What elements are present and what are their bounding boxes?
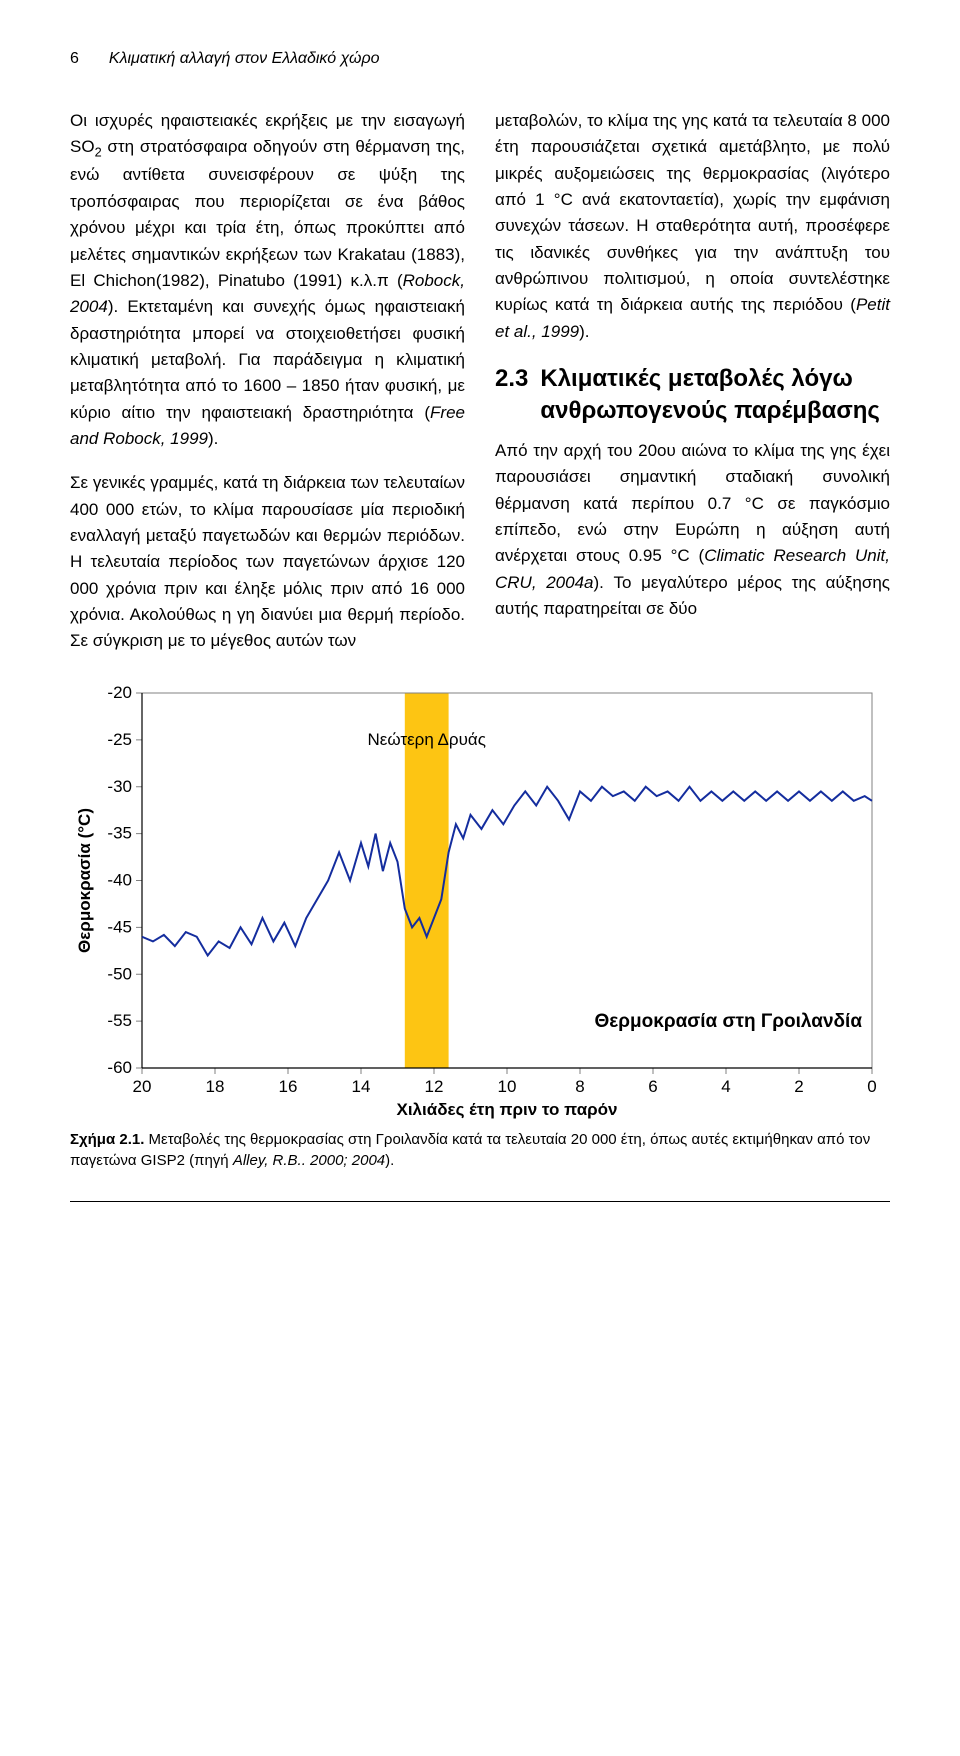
left-para-1: Οι ισχυρές ηφαιστειακές εκρήξεις με την … [70,108,465,452]
svg-text:Νεώτερη Δρυάς: Νεώτερη Δρυάς [367,730,485,749]
right-para-1: μεταβολών, το κλίμα της γης κατά τα τελε… [495,108,890,345]
svg-text:-20: -20 [107,683,132,702]
right-para-2: Από την αρχή του 20ου αιώνα το κλίμα της… [495,438,890,622]
svg-text:10: 10 [498,1077,517,1096]
svg-text:12: 12 [425,1077,444,1096]
svg-text:14: 14 [352,1077,371,1096]
svg-text:-30: -30 [107,776,132,795]
section-title: Κλιματικές μεταβολές λόγω ανθρωπογενούς … [540,363,890,428]
svg-text:-45: -45 [107,917,132,936]
figure-caption: Σχήμα 2.1. Μεταβολές της θερμοκρασίας στ… [70,1129,890,1171]
right-column: μεταβολών, το κλίμα της γης κατά τα τελε… [495,108,890,673]
svg-text:8: 8 [575,1077,584,1096]
caption-lead: Σχήμα 2.1. [70,1131,144,1148]
svg-text:-25: -25 [107,730,132,749]
svg-text:2: 2 [794,1077,803,1096]
footer-rule [70,1201,890,1202]
svg-text:16: 16 [279,1077,298,1096]
svg-text:6: 6 [648,1077,657,1096]
section-heading: 2.3 Κλιματικές μεταβολές λόγω ανθρωπογεν… [495,363,890,428]
running-header: 6 Κλιματική αλλαγή στον Ελλαδικό χώρο [70,50,890,68]
temperature-chart: -20-25-30-35-40-45-50-55-602018161412108… [70,683,890,1123]
svg-text:Θερμοκρασία στη Γροιλανδία: Θερμοκρασία στη Γροιλανδία [594,1011,862,1032]
svg-text:-50: -50 [107,964,132,983]
section-number: 2.3 [495,363,528,428]
svg-text:Θερμοκρασία (°C): Θερμοκρασία (°C) [75,808,94,953]
running-title: Κλιματική αλλαγή στον Ελλαδικό χώρο [109,50,380,67]
svg-text:0: 0 [867,1077,876,1096]
svg-text:Χιλιάδες έτη πριν το παρόν: Χιλιάδες έτη πριν το παρόν [397,1100,618,1119]
page-number: 6 [70,50,79,68]
svg-text:-60: -60 [107,1058,132,1077]
left-para-2: Σε γενικές γραμμές, κατά τη διάρκεια των… [70,470,465,654]
chart-svg: -20-25-30-35-40-45-50-55-602018161412108… [70,683,890,1123]
svg-text:-55: -55 [107,1011,132,1030]
svg-text:-35: -35 [107,823,132,842]
svg-text:4: 4 [721,1077,730,1096]
left-column: Οι ισχυρές ηφαιστειακές εκρήξεις με την … [70,108,465,673]
svg-text:18: 18 [206,1077,225,1096]
svg-text:-40: -40 [107,870,132,889]
svg-text:20: 20 [133,1077,152,1096]
